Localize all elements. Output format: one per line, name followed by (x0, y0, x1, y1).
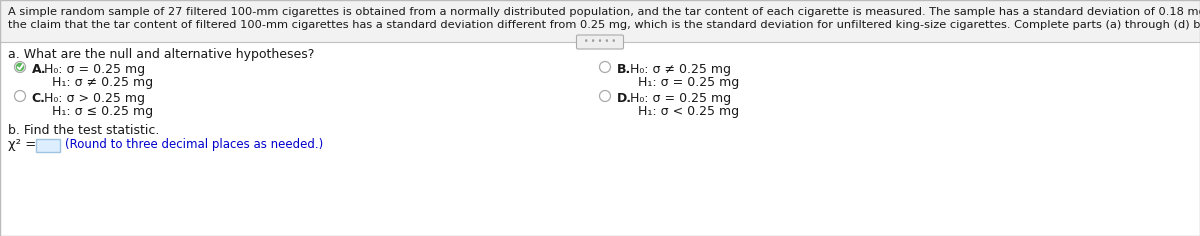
Circle shape (14, 62, 25, 72)
FancyBboxPatch shape (576, 35, 624, 49)
Text: H₁: σ = 0.25 mg: H₁: σ = 0.25 mg (637, 76, 739, 89)
Text: A.: A. (31, 63, 46, 76)
Text: H₁: σ ≤ 0.25 mg: H₁: σ ≤ 0.25 mg (53, 105, 154, 118)
Text: H₀: σ ≠ 0.25 mg: H₀: σ ≠ 0.25 mg (630, 63, 731, 76)
Text: C.: C. (31, 92, 46, 105)
Text: H₀: σ > 0.25 mg: H₀: σ > 0.25 mg (44, 92, 145, 105)
Text: B.: B. (617, 63, 631, 76)
Text: a. What are the null and alternative hypotheses?: a. What are the null and alternative hyp… (8, 48, 314, 61)
Text: H₁: σ < 0.25 mg: H₁: σ < 0.25 mg (637, 105, 739, 118)
Circle shape (600, 90, 611, 101)
Bar (0, 0, 1200, 42)
Text: A simple random sample of 27 filtered 100-mm cigarettes is obtained from a norma: A simple random sample of 27 filtered 10… (8, 7, 1200, 17)
Circle shape (600, 62, 611, 72)
Circle shape (16, 63, 24, 71)
Bar (36, 139, 60, 152)
Text: (Round to three decimal places as needed.): (Round to three decimal places as needed… (65, 138, 323, 151)
Circle shape (14, 90, 25, 101)
Text: the claim that the tar content of filtered 100-mm cigarettes has a standard devi: the claim that the tar content of filter… (8, 20, 1200, 30)
Text: χ² =: χ² = (8, 138, 36, 151)
Text: H₀: σ = 0.25 mg: H₀: σ = 0.25 mg (630, 92, 731, 105)
Text: • • • • •: • • • • • (584, 38, 616, 46)
Text: b. Find the test statistic.: b. Find the test statistic. (8, 124, 160, 137)
Text: H₁: σ ≠ 0.25 mg: H₁: σ ≠ 0.25 mg (53, 76, 154, 89)
Text: D.: D. (617, 92, 631, 105)
Text: H₀: σ = 0.25 mg: H₀: σ = 0.25 mg (44, 63, 145, 76)
